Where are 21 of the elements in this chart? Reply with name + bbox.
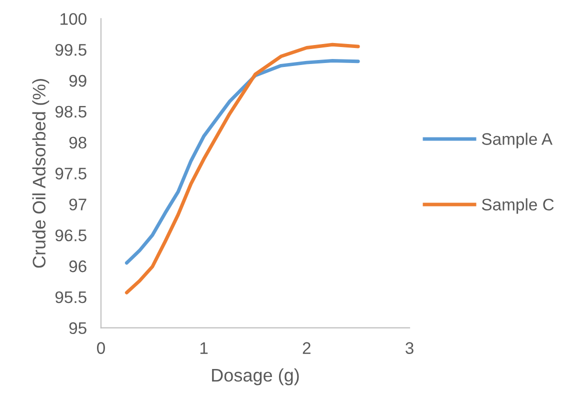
line-series [124, 42, 360, 294]
y-tick-label: 95 [69, 322, 86, 334]
y-tick-label: 100 [60, 13, 86, 25]
y-tick-label: 96 [69, 260, 86, 272]
x-tick-label: 0 [96, 342, 105, 354]
y-tick-label: 98.5 [55, 106, 86, 118]
y-tick-label: 99 [69, 74, 86, 87]
y-tick-label: 97 [69, 198, 86, 210]
x-axis-title: Dosage (g) [212, 368, 299, 386]
legend-label: Sample A [482, 132, 553, 148]
x-tick-label: 2 [302, 342, 310, 354]
y-tick-label: 97.5 [55, 168, 86, 180]
y-tick-label: 98 [69, 136, 86, 149]
y-axis-title: Crude Oil Adsorbed (%) [32, 79, 50, 268]
x-tick-label: 3 [406, 342, 414, 354]
y-tick-label: 99.5 [55, 44, 86, 56]
y-tick-label: 96.5 [55, 230, 86, 242]
line-series [124, 58, 360, 265]
x-tick-label: 1 [200, 342, 208, 354]
legend-label: Sample C [482, 198, 554, 214]
y-tick-label: 95.5 [55, 291, 86, 304]
